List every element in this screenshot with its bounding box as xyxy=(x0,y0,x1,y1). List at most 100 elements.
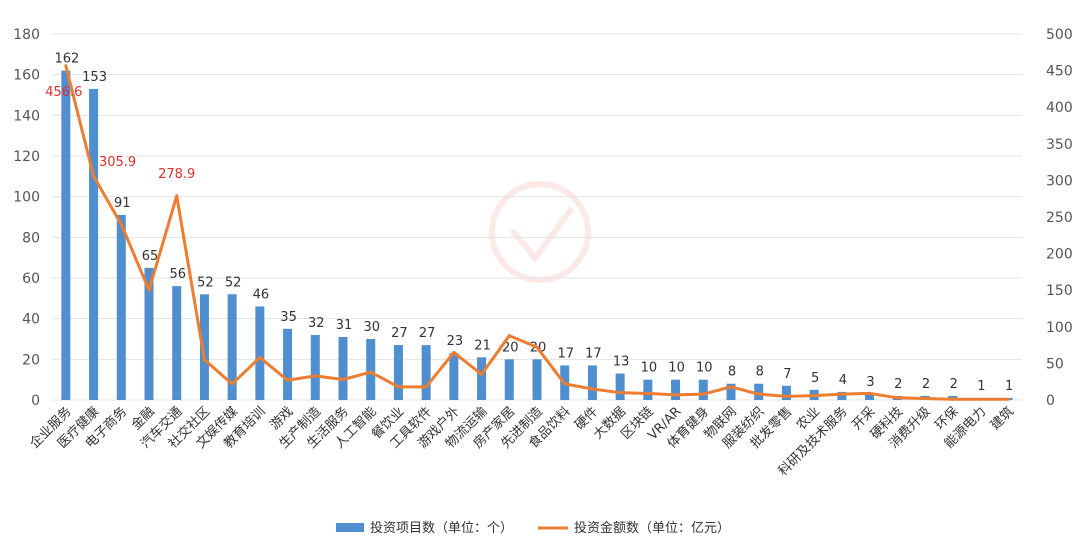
line-point xyxy=(507,334,511,338)
bar-value-label: 35 xyxy=(280,310,297,325)
bar xyxy=(477,357,487,400)
line-point xyxy=(452,350,456,354)
right-axis-tick: 500 xyxy=(1046,27,1073,43)
right-axis-tick: 300 xyxy=(1046,173,1073,189)
line-value-label: 456.6 xyxy=(45,85,82,100)
bar-value-label: 2 xyxy=(894,377,902,392)
bar-value-label: 30 xyxy=(363,320,380,335)
legend-bar-swatch xyxy=(336,523,364,532)
bar xyxy=(781,385,791,400)
line-point xyxy=(119,222,123,226)
bar-series xyxy=(61,70,1013,401)
line-point xyxy=(341,378,345,382)
line-point xyxy=(480,372,484,376)
bar-value-label: 2 xyxy=(950,377,958,392)
bar xyxy=(837,391,847,400)
bar xyxy=(255,306,265,400)
bar-value-label: 17 xyxy=(557,346,574,361)
bar-value-label: 56 xyxy=(169,267,186,282)
left-axis-tick: 100 xyxy=(13,190,40,206)
bar-value-label: 32 xyxy=(308,316,325,331)
line-point xyxy=(674,393,678,397)
line-value-label: 305.9 xyxy=(99,155,136,170)
bar-value-label: 10 xyxy=(696,361,713,376)
bar-value-label: 17 xyxy=(585,346,602,361)
line-point xyxy=(230,382,234,386)
line-point xyxy=(535,345,539,349)
bar xyxy=(61,70,71,400)
bar xyxy=(144,267,154,400)
right-axis-tick: 0 xyxy=(1046,393,1055,409)
left-axis-tick: 140 xyxy=(13,108,40,124)
bar xyxy=(366,339,376,400)
line-point xyxy=(784,394,788,398)
bar xyxy=(172,286,182,400)
line-point xyxy=(313,374,317,378)
bar xyxy=(116,214,126,400)
line-point xyxy=(563,382,567,386)
watermark-logo xyxy=(489,181,591,283)
bar-value-label: 27 xyxy=(391,326,408,341)
bar xyxy=(421,345,431,400)
legend-bar-label: 投资项目数（单位：个） xyxy=(370,520,513,536)
bar xyxy=(754,383,764,400)
line-value-label: 278.9 xyxy=(158,167,195,182)
right-axis-tick: 450 xyxy=(1046,64,1073,80)
line-point xyxy=(286,378,290,382)
line-point xyxy=(646,391,650,395)
bar xyxy=(726,383,736,400)
line-point xyxy=(840,392,844,396)
bar-value-label: 52 xyxy=(197,275,214,290)
bar-value-label: 27 xyxy=(419,326,436,341)
legend-line-label: 投资金额数（单位：亿元） xyxy=(574,520,730,536)
bar-value-label: 162 xyxy=(54,52,79,67)
bar-value-label: 91 xyxy=(114,196,131,211)
bar-value-label: 31 xyxy=(336,318,353,333)
left-axis-tick: 80 xyxy=(22,230,40,246)
bar xyxy=(199,294,209,400)
line-series xyxy=(64,64,1010,401)
left-axis-tick: 120 xyxy=(13,149,40,165)
bar-value-label: 5 xyxy=(811,371,819,386)
category-label: 建筑 xyxy=(987,404,1017,434)
bar xyxy=(532,359,542,400)
bar xyxy=(615,373,625,400)
right-axis-tick: 50 xyxy=(1046,356,1064,372)
bar-value-label: 23 xyxy=(447,334,464,349)
bar xyxy=(89,88,99,401)
line-point xyxy=(175,194,179,198)
bar-value-label: 46 xyxy=(253,287,270,302)
line-point xyxy=(590,387,594,391)
bar-value-label: 10 xyxy=(641,361,658,376)
bar-value-label: 3 xyxy=(866,375,874,390)
bar-value-label: 1 xyxy=(977,379,985,394)
bar-value-label: 7 xyxy=(783,367,791,382)
bar xyxy=(310,334,320,400)
watermark-check xyxy=(509,206,575,263)
bar-value-label: 153 xyxy=(82,70,107,85)
watermark-circle xyxy=(489,181,591,283)
right-axis-tick: 150 xyxy=(1046,283,1073,299)
line-point xyxy=(147,288,151,292)
left-axis: 0 20 40 60 80 100 120 140 160 180 xyxy=(13,27,40,409)
left-axis-tick: 40 xyxy=(22,312,40,328)
line-point xyxy=(202,358,206,362)
left-axis-tick: 20 xyxy=(22,352,40,368)
line-point xyxy=(951,397,955,401)
line-point xyxy=(701,392,705,396)
line-point xyxy=(258,356,262,360)
left-axis-tick: 160 xyxy=(13,68,40,84)
right-axis-tick: 350 xyxy=(1046,137,1073,153)
line-point xyxy=(92,174,96,178)
bar xyxy=(449,353,459,400)
bar xyxy=(698,379,708,400)
bar-value-label: 21 xyxy=(474,338,491,353)
left-axis-tick: 180 xyxy=(13,27,40,43)
bar-value-label: 8 xyxy=(728,365,736,380)
category-axis: 企业服务医疗健康电子商务金融汽车交通社交社区文娱传媒教育培训游戏生产制造生活服务… xyxy=(27,404,1017,480)
bar xyxy=(671,379,681,400)
line-point xyxy=(978,397,982,401)
line-point xyxy=(757,392,761,396)
